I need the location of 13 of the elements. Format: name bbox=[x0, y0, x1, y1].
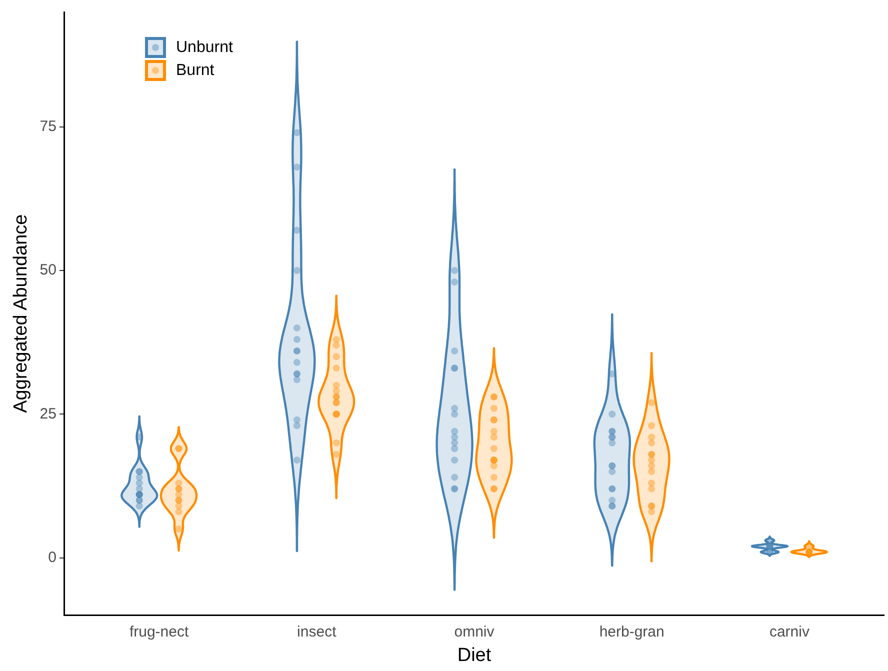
x-tick-label: omniv bbox=[454, 623, 495, 640]
legend-label: Burnt bbox=[176, 62, 214, 80]
x-axis-title: Diet bbox=[457, 644, 492, 666]
y-tick-label: 0 bbox=[48, 548, 56, 566]
x-tick-label: frug-nect bbox=[129, 623, 190, 640]
x-tick-label: insect bbox=[297, 623, 338, 640]
y-axis-title: Aggregated Abundance bbox=[10, 214, 32, 413]
y-tick-label: 75 bbox=[40, 118, 56, 136]
legend-label: Unburnt bbox=[176, 38, 233, 56]
x-tick-label: herb-gran bbox=[599, 623, 664, 640]
y-tick-label: 25 bbox=[40, 405, 56, 422]
y-tick-label: 50 bbox=[40, 262, 56, 279]
x-tick-label: carniv bbox=[769, 623, 810, 640]
